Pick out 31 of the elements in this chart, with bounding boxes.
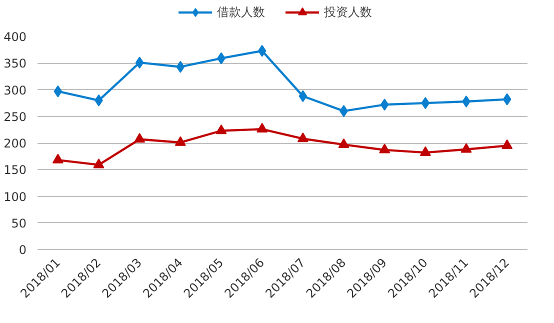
point [52, 154, 64, 164]
point [338, 138, 350, 148]
point [460, 143, 472, 153]
y-tick-label: 250 [4, 110, 26, 124]
y-tick-label: 400 [4, 30, 26, 44]
legend-label: 投资人数 [324, 4, 372, 20]
point [258, 44, 266, 57]
point [135, 56, 144, 69]
point [93, 158, 104, 168]
point [256, 122, 268, 133]
point [502, 93, 512, 106]
point [54, 85, 62, 98]
point [380, 98, 389, 111]
point [216, 124, 227, 134]
point [421, 97, 430, 110]
y-tick-label: 300 [4, 83, 26, 98]
point [134, 133, 146, 143]
y-tick-label: 50 [11, 216, 27, 230]
point [174, 136, 186, 146]
point [297, 132, 308, 142]
y-tick-label: 200 [4, 136, 26, 150]
y-tick-label: 350 [4, 56, 26, 71]
y-tick-label: 100 [4, 190, 26, 204]
point [502, 139, 513, 150]
point [420, 146, 431, 156]
point [176, 60, 185, 73]
point [379, 144, 390, 154]
legend-label: 借款人数 [217, 4, 265, 20]
point [298, 90, 308, 102]
y-tick-label: 0 [18, 243, 27, 257]
y-tick-label: 150 [4, 163, 26, 178]
